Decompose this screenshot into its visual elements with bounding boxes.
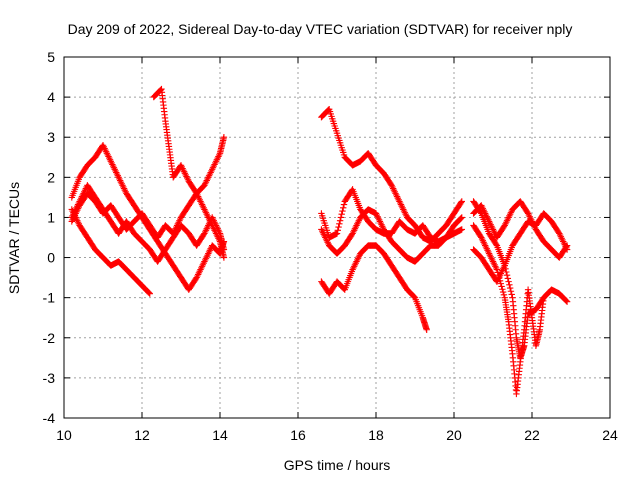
y-tick-label: 3 [47, 129, 55, 145]
data-point [338, 211, 345, 218]
x-tick-label: 10 [56, 427, 72, 443]
series-track-f [318, 105, 465, 245]
data-point [220, 246, 228, 253]
chart-title: Day 209 of 2022, Sidereal Day-to-day VTE… [68, 21, 573, 37]
data-point [340, 285, 348, 293]
data-point [508, 291, 515, 298]
data-point [493, 266, 501, 273]
data-point [457, 199, 465, 206]
data-point [524, 209, 531, 216]
data-point [563, 246, 571, 253]
data-point [337, 214, 345, 221]
data-point [499, 286, 506, 293]
grid [64, 57, 610, 418]
data-point [458, 214, 465, 221]
data-point [458, 198, 465, 205]
series-track-k [470, 222, 547, 398]
series-track-g [318, 186, 465, 245]
data-point [145, 289, 153, 297]
y-tick-label: -4 [43, 410, 56, 426]
data-point [505, 278, 512, 285]
y-axis-label: SDTVAR / TECUs [6, 182, 22, 294]
data-point [540, 294, 547, 301]
data-point [500, 223, 508, 230]
data-point [563, 297, 570, 305]
data-point [498, 283, 505, 290]
data-point [503, 272, 511, 279]
data-point [504, 275, 512, 282]
data-point [497, 280, 504, 287]
series-track-h [318, 242, 430, 333]
series-track-l [470, 198, 571, 261]
data-point [334, 227, 341, 234]
y-tick-label: 0 [47, 250, 55, 266]
data-point [348, 231, 356, 238]
data-point [492, 241, 500, 248]
x-tick-label: 22 [524, 427, 540, 443]
y-tick-label: 2 [47, 169, 55, 185]
data-markers [68, 85, 571, 398]
data-point [220, 134, 228, 141]
data-point [500, 291, 508, 299]
data-point [339, 207, 346, 215]
y-tick-label: -3 [43, 370, 56, 386]
x-axis-label: GPS time / hours [284, 457, 391, 473]
data-point [411, 293, 418, 301]
data-point [423, 326, 430, 333]
data-point [340, 201, 348, 208]
y-tick-label: 1 [47, 209, 55, 225]
data-point [220, 254, 228, 261]
data-point [506, 284, 514, 292]
data-point [507, 288, 515, 295]
data-point [458, 226, 465, 233]
data-point [555, 229, 562, 236]
y-tick-label: 5 [47, 49, 55, 65]
data-point [499, 288, 507, 296]
plot-frame [63, 56, 611, 419]
data-point [192, 275, 200, 283]
data-point [477, 233, 484, 240]
x-tick-label: 16 [290, 427, 306, 443]
data-point [146, 290, 153, 297]
y-tick-label: -2 [43, 330, 56, 346]
series-track-e [150, 85, 228, 197]
data-point [200, 231, 207, 238]
x-tick-label: 20 [446, 427, 462, 443]
data-point [457, 215, 465, 222]
data-point [506, 281, 513, 289]
x-tick-label: 18 [368, 427, 384, 443]
y-tick-label: 4 [47, 89, 55, 105]
data-point [336, 217, 344, 224]
data-point [387, 180, 395, 188]
x-tick-label: 12 [134, 427, 150, 443]
series-track-b [68, 206, 153, 297]
data-point [340, 204, 347, 212]
series-track-m [470, 210, 571, 285]
data-point [335, 223, 342, 231]
data-point [333, 230, 341, 237]
x-tick-label: 14 [212, 427, 228, 443]
series-track-a [68, 142, 228, 293]
data-point [336, 220, 343, 228]
y-tick-label: -1 [43, 290, 56, 306]
data-point [563, 298, 571, 305]
series-track-i [318, 206, 465, 265]
x-tick-label: 24 [602, 427, 618, 443]
series-track-d [68, 182, 228, 265]
